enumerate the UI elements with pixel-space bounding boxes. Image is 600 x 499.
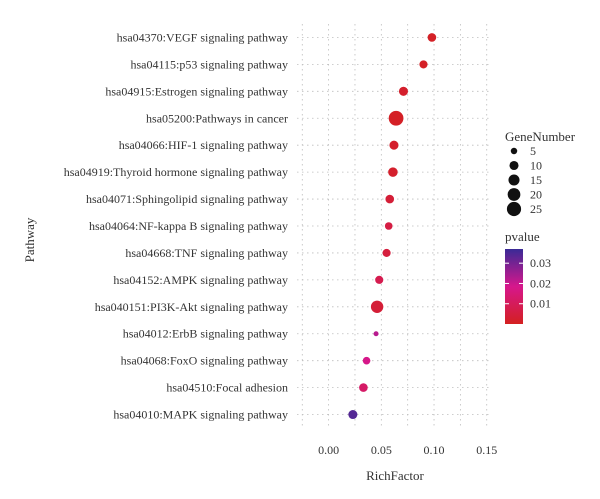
data-point (398, 86, 408, 96)
color-bar (505, 249, 523, 324)
x-tick-label: 0.05 (371, 443, 392, 457)
data-point (388, 167, 398, 177)
size-legend-dot (506, 201, 522, 217)
data-point (348, 410, 358, 420)
data-point (385, 194, 395, 204)
pathway-label: hsa04071:Sphingolipid signaling pathway (86, 192, 288, 206)
y-axis-title: Pathway (22, 217, 37, 262)
size-legend-label: 5 (530, 144, 536, 158)
x-tick-labels: 0.00 0.05 0.10 0.15 (318, 443, 497, 457)
data-point (419, 60, 428, 69)
pathway-label: hsa04668:TNF signaling pathway (125, 246, 288, 260)
size-legend-title: GeneNumber (505, 129, 576, 144)
size-legend-label: 25 (530, 202, 542, 216)
pathway-label: hsa04915:Estrogen signaling pathway (105, 84, 288, 98)
data-point (389, 140, 399, 150)
color-legend-title: pvalue (505, 229, 540, 244)
color-legend-label: 0.03 (530, 256, 551, 270)
size-legend-label: 15 (530, 173, 542, 187)
pathway-label: hsa04510:Focal adhesion (166, 381, 288, 395)
data-point (370, 300, 384, 314)
y-tick-labels: hsa04370:VEGF signaling pathway hsa04115:… (64, 30, 288, 421)
color-legend-label: 0.02 (530, 276, 551, 290)
pathway-label: hsa05200:Pathways in cancer (146, 111, 288, 125)
size-legend-label: 20 (530, 188, 542, 202)
data-point (382, 248, 391, 257)
data-point (388, 110, 404, 126)
size-legend-label: 10 (530, 159, 542, 173)
data-point (427, 33, 437, 42)
data-point (373, 331, 379, 337)
pathway-label: hsa04064:NF-kappa B signaling pathway (89, 219, 288, 233)
pathway-label: hsa04010:MAPK signaling pathway (113, 408, 288, 422)
pathway-label: hsa04066:HIF-1 signaling pathway (119, 138, 288, 152)
data-point (384, 222, 393, 230)
x-tick-label: 0.15 (476, 443, 497, 457)
color-legend: pvalue 0.03 0.02 0.01 (505, 229, 551, 324)
data-points (348, 33, 437, 420)
data-point (359, 383, 368, 392)
color-legend-label: 0.01 (530, 297, 551, 311)
data-point (362, 356, 371, 365)
pathway-label: hsa04919:Thyroid hormone signaling pathw… (64, 165, 288, 179)
pathway-label: hsa04068:FoxO signaling pathway (121, 354, 288, 368)
pathway-label: hsa04115:p53 signaling pathway (130, 57, 288, 71)
size-legend-dot (508, 174, 520, 186)
x-tick-label: 0.00 (318, 443, 339, 457)
pathway-label: hsa040151:PI3K-Akt signaling pathway (95, 300, 288, 314)
pathway-label: hsa04152:AMPK signaling pathway (113, 273, 288, 287)
pathway-label: hsa04012:ErbB signaling pathway (123, 327, 288, 341)
data-point (375, 275, 384, 284)
size-legend-dot (507, 188, 521, 201)
pathway-label: hsa04370:VEGF signaling pathway (117, 30, 288, 44)
grid-lines (297, 24, 492, 428)
x-tick-label: 0.10 (424, 443, 445, 457)
x-axis-title: RichFactor (366, 468, 424, 483)
size-legend-dot (510, 147, 518, 155)
size-legend-dot (509, 160, 519, 171)
